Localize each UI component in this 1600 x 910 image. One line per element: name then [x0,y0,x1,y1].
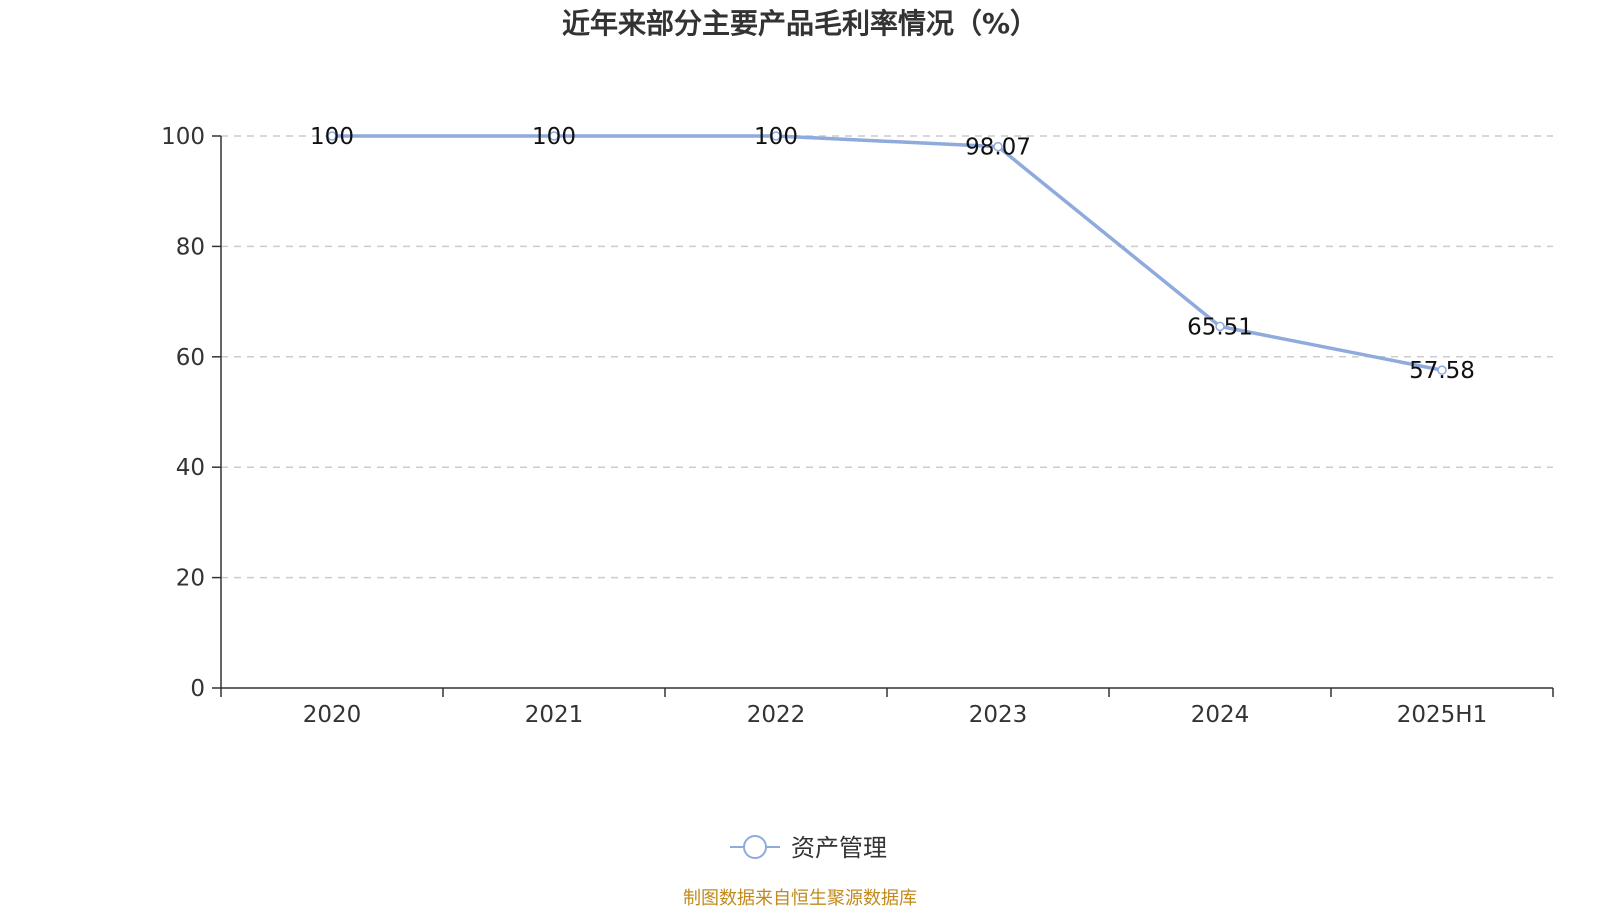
y-tick-label: 0 [190,676,205,702]
y-tick-label: 80 [176,234,205,260]
y-tick-label: 60 [176,345,205,371]
data-label: 57.58 [1409,358,1475,384]
x-tick-label: 2025H1 [1397,702,1487,728]
chart-title: 近年来部分主要产品毛利率情况（%） [561,7,1039,40]
data-point[interactable] [1437,365,1447,375]
data-point[interactable] [1215,321,1225,332]
x-axis-ticks: 2020 2021 2022 2023 2024 2025H1 [220,688,1554,728]
x-tick-label: 2024 [1191,702,1250,728]
data-label: 65.51 [1187,314,1253,340]
data-point[interactable] [993,141,1003,152]
x-tick-label: 2023 [969,702,1028,728]
x-tick-label: 2022 [747,702,806,728]
y-tick-label: 40 [176,455,205,481]
data-label: 98.07 [965,135,1031,161]
series-line [332,134,1443,372]
data-label: 100 [310,124,354,150]
legend[interactable]: 资产管理 [730,834,887,862]
data-label: 100 [532,124,576,150]
data-point[interactable] [771,131,781,141]
x-tick-label: 2021 [525,702,584,728]
series-lines [332,134,1443,372]
legend-marker-icon [743,835,767,859]
data-points [327,131,1447,375]
y-axis-ticks: 0 20 40 60 80 100 [161,124,221,702]
source-note: 制图数据来自恒生聚源数据库 [683,888,917,909]
data-point[interactable] [327,131,337,141]
data-label: 100 [754,124,798,150]
axes [220,136,1553,689]
grid-lines [221,135,1553,579]
data-labels: 100 100 100 98.07 65.51 57.58 [310,124,1475,384]
legend-label[interactable]: 资产管理 [791,834,887,862]
y-tick-label: 100 [161,124,205,150]
x-tick-label: 2020 [303,702,362,728]
data-point[interactable] [549,131,559,141]
y-tick-label: 20 [176,566,205,592]
